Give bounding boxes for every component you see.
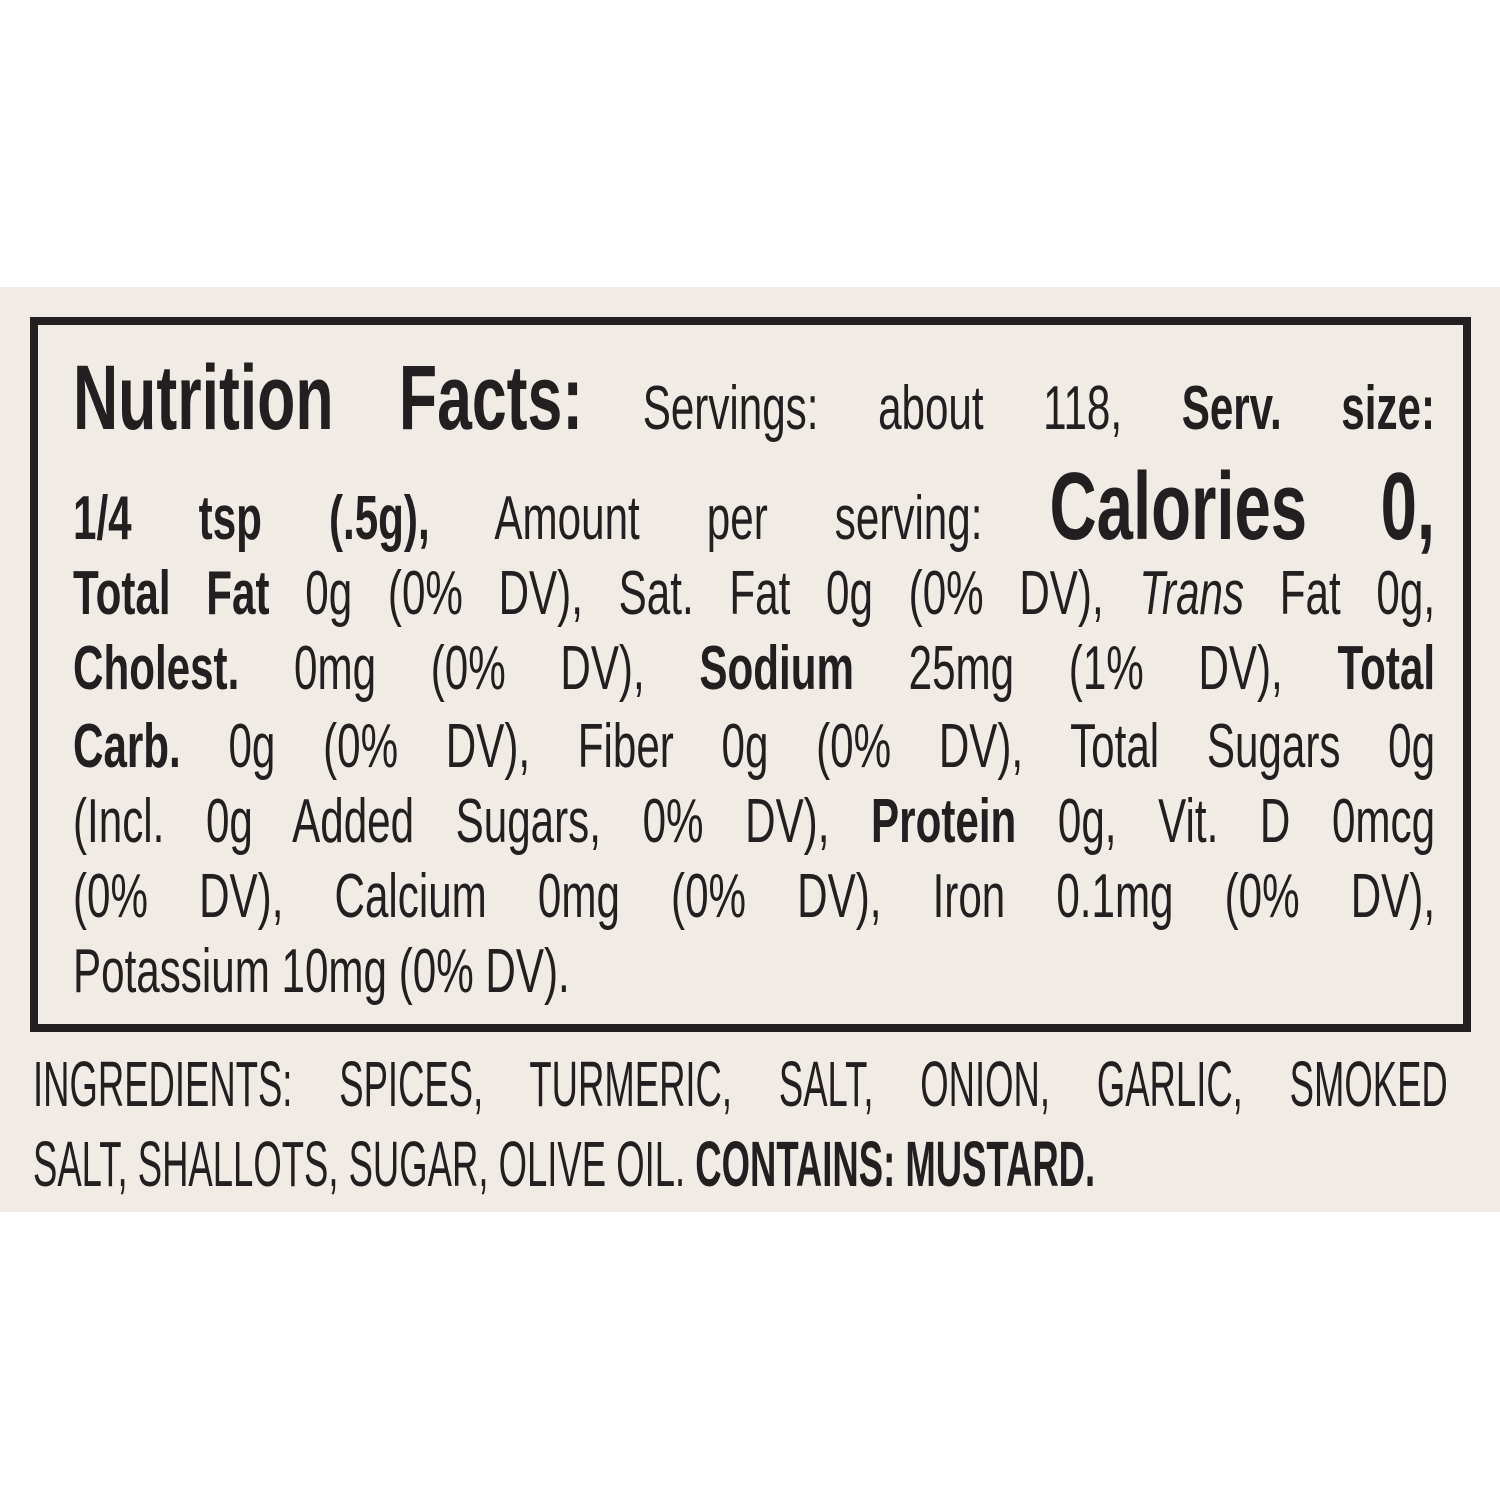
potassium: Potassium 10mg (0% DV).	[73, 937, 570, 1006]
nutrition-line-1: Nutrition Facts: Servings: about 118, Se…	[73, 352, 1435, 444]
carb-label: Carb.	[73, 712, 181, 781]
serv-size-value: 1/4 tsp (.5g),	[73, 484, 430, 553]
cholest-label: Cholest.	[73, 634, 240, 703]
ingredients-text-2: SALT, SHALLOTS, SUGAR, OLIVE OIL.	[33, 1128, 696, 1200]
nutrition-facts-box	[30, 317, 1471, 1032]
allergen-contains: CONTAINS: MUSTARD.	[695, 1128, 1096, 1200]
total-fat-value: 0g (0% DV), Sat. Fat 0g (0% DV),	[269, 559, 1140, 628]
protein-label: Protein	[871, 787, 1017, 856]
total-carb-label: Total	[1337, 634, 1436, 703]
trans-value: Fat 0g,	[1244, 559, 1436, 628]
cholest-value: 0mg (0% DV),	[239, 634, 700, 703]
trans-label: Trans	[1139, 559, 1245, 628]
minerals: (0% DV), Calcium 0mg (0% DV), Iron 0.1mg…	[73, 862, 1436, 931]
serv-size-label: Serv. size:	[1181, 374, 1436, 443]
nutrition-line-2: 1/4 tsp (.5g), Amount per serving: Calor…	[73, 459, 1435, 555]
nutrition-title: Nutrition Facts:	[73, 347, 584, 449]
calories: Calories 0,	[1049, 453, 1436, 560]
ingredients-text-1: INGREDIENTS: SPICES, TURMERIC, SALT, ONI…	[33, 1048, 1448, 1120]
carb-value: 0g (0% DV), Fiber 0g (0% DV), Total Suga…	[180, 712, 1436, 781]
servings: Servings: about 118,	[583, 374, 1182, 443]
added-sugars: (Incl. 0g Added Sugars, 0% DV),	[73, 787, 872, 856]
amount-per-serving: Amount per serving:	[429, 484, 1050, 553]
sodium-label: Sodium	[699, 634, 854, 703]
label-panel	[0, 287, 1500, 1212]
protein-value: 0g, Vit. D 0mcg	[1016, 787, 1436, 856]
total-fat-label: Total Fat	[73, 559, 270, 628]
sodium-value: 25mg (1% DV),	[853, 634, 1338, 703]
